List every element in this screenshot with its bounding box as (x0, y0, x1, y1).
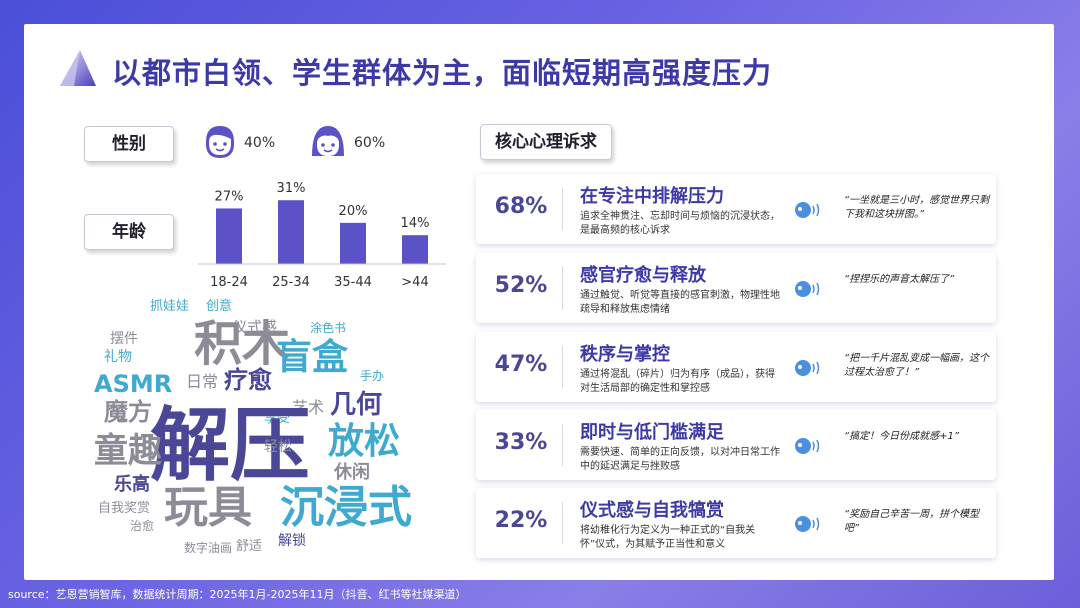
speech-icon (795, 438, 820, 454)
divider (562, 502, 563, 544)
page-title: 以都市白领、学生群体为主，面临短期高强度压力 (112, 56, 773, 90)
cloud-word: 解锁 (278, 533, 306, 549)
cloud-word: 积木 (194, 316, 291, 372)
need-title: 秩序与掌控 (580, 344, 670, 365)
cloud-word: 疗愈 (224, 366, 272, 394)
divider (562, 188, 563, 230)
need-title: 在专注中排解压力 (580, 186, 724, 207)
bar-value-label: 20% (339, 204, 368, 219)
cloud-word: 童趣 (94, 431, 162, 471)
speech-icon (795, 202, 820, 218)
cloud-word: 治愈 (130, 519, 155, 533)
need-percent: 22% (494, 508, 548, 533)
bar-value-label: 14% (401, 216, 430, 231)
cloud-word: 几何 (330, 390, 383, 420)
age-bar-18-24 (216, 208, 242, 264)
content-card: 以都市白领、学生群体为主，面临短期高强度压力 性别 40% 60% 年龄 27%… (24, 24, 1054, 580)
age-bar-35-44 (340, 222, 366, 264)
male-percent: 40% (244, 135, 276, 151)
need-percent: 33% (494, 430, 548, 455)
female-percent: 60% (354, 135, 386, 151)
age-bar-25-34 (278, 200, 304, 264)
cloud-word: 涂色书 (310, 321, 347, 335)
cloud-word: 放松 (328, 421, 401, 462)
divider (562, 424, 563, 466)
bar-value-label: 27% (215, 189, 244, 204)
age-label: 年龄 (84, 214, 174, 250)
need-row: 52% 感官疗愈与释放 通过触觉、听觉等直接的感官刺激，物理性地疏导和释放焦虑情… (476, 253, 996, 323)
cloud-word: 创意 (206, 299, 233, 314)
need-title: 感官疗愈与释放 (580, 265, 706, 286)
cloud-word: 魔方 (104, 398, 152, 426)
source-note: source：艺恩营销智库，数据统计周期：2025年1月-2025年11月（抖音… (8, 588, 467, 601)
cloud-word: 享受 (264, 411, 291, 426)
need-percent: 52% (494, 273, 548, 298)
cloud-word: 休闲 (334, 462, 370, 483)
need-description: 通过将混乱（碎片）归为有序（成品），获得对生活局部的确定性和掌控感 (580, 369, 775, 394)
need-description: 追求全神贯注、忘却时间与烦恼的沉浸状态，是最高频的核心诉求 (580, 211, 780, 236)
need-percent: 47% (494, 352, 548, 377)
speech-icon (795, 516, 820, 532)
cloud-word: 乐高 (114, 474, 150, 495)
cloud-word: ASMR (94, 370, 173, 398)
need-quote: “把一千片混乱变成一幅画，这个过程太治愈了！” (844, 353, 990, 378)
cloud-word: 摆件 (110, 331, 138, 347)
cloud-word: 盲盒 (276, 337, 349, 378)
need-quote: “搞定！今日份成就感+1” (844, 431, 960, 442)
need-quote: “奖励自己辛苦一周，拼个模型吧” (844, 509, 980, 534)
need-title: 仪式感与自我犒赏 (580, 500, 724, 521)
speech-icon (795, 360, 820, 376)
cloud-word: 玩具 (164, 482, 252, 533)
cloud-word: 日常 (186, 372, 219, 391)
need-row: 47% 秩序与掌控 通过将混乱（碎片）归为有序（成品），获得对生活局部的确定性和… (476, 332, 996, 402)
need-quote: “一坐就是三小时，感觉世界只剩下我和这块拼图。” (844, 195, 990, 220)
need-row: 33% 即时与低门槛满足 需要快速、简单的正向反馈，以对冲日常工作中的延迟满足与… (476, 410, 996, 480)
category-tick-label: >44 (401, 275, 428, 290)
category-tick-label: 25-34 (272, 275, 310, 290)
need-description: 将幼稚化行为定义为一种正式的“自我关怀”仪式，为其赋予正当性和意义 (580, 525, 756, 550)
cloud-word: 解压 (150, 399, 310, 492)
cloud-word: 抓娃娃 (150, 299, 190, 314)
cloud-word: 沉浸式 (280, 482, 412, 533)
female-icon (312, 126, 344, 156)
cloud-word: 自我奖赏 (98, 501, 151, 516)
cloud-word: 仪式感 (232, 318, 278, 336)
need-row: 68% 在专注中排解压力 追求全神贯注、忘却时间与烦恼的沉浸状态，是最高频的核心… (476, 174, 996, 244)
needs-label: 核心心理诉求 (480, 124, 612, 160)
cloud-word: 舒适 (236, 539, 263, 554)
need-row: 22% 仪式感与自我犒赏 将幼稚化行为定义为一种正式的“自我关怀”仪式，为其赋予… (476, 488, 996, 558)
cloud-word: 手办 (360, 369, 385, 383)
divider (562, 267, 563, 309)
divider (562, 346, 563, 388)
gender-label: 性别 (84, 126, 174, 162)
male-icon (206, 126, 234, 158)
bar-value-label: 31% (277, 181, 306, 196)
category-tick-label: 18-24 (210, 275, 248, 290)
word-cloud: 抓娃娃 创意仪式感 涂色书摆件 积木礼物 盲盒 ASMR 日常 疗愈 手办艺术 享受 几何 魔方 解压放… (94, 296, 464, 558)
speech-icon (795, 281, 820, 297)
cloud-word: 礼物 (104, 349, 132, 365)
cloud-word: 艺术 (292, 398, 325, 417)
need-quote: “捏捏乐的声音太解压了” (844, 274, 955, 285)
age-bar->44 (402, 235, 428, 264)
category-tick-label: 35-44 (334, 275, 372, 290)
cloud-word: 轻松 (264, 439, 292, 455)
logo-icon (60, 50, 96, 86)
cloud-word: 数字油画 (184, 541, 233, 555)
age-bar-chart: 27% 18-24 31% 25-34 20% 35-44 14% >44 (198, 181, 446, 290)
need-title: 即时与低门槛满足 (580, 422, 724, 443)
need-description: 通过触觉、听觉等直接的感官刺激，物理性地疏导和释放焦虑情绪 (580, 290, 780, 315)
need-percent: 68% (494, 194, 548, 219)
need-description: 需要快速、简单的正向反馈，以对冲日常工作中的延迟满足与挫败感 (580, 447, 780, 472)
